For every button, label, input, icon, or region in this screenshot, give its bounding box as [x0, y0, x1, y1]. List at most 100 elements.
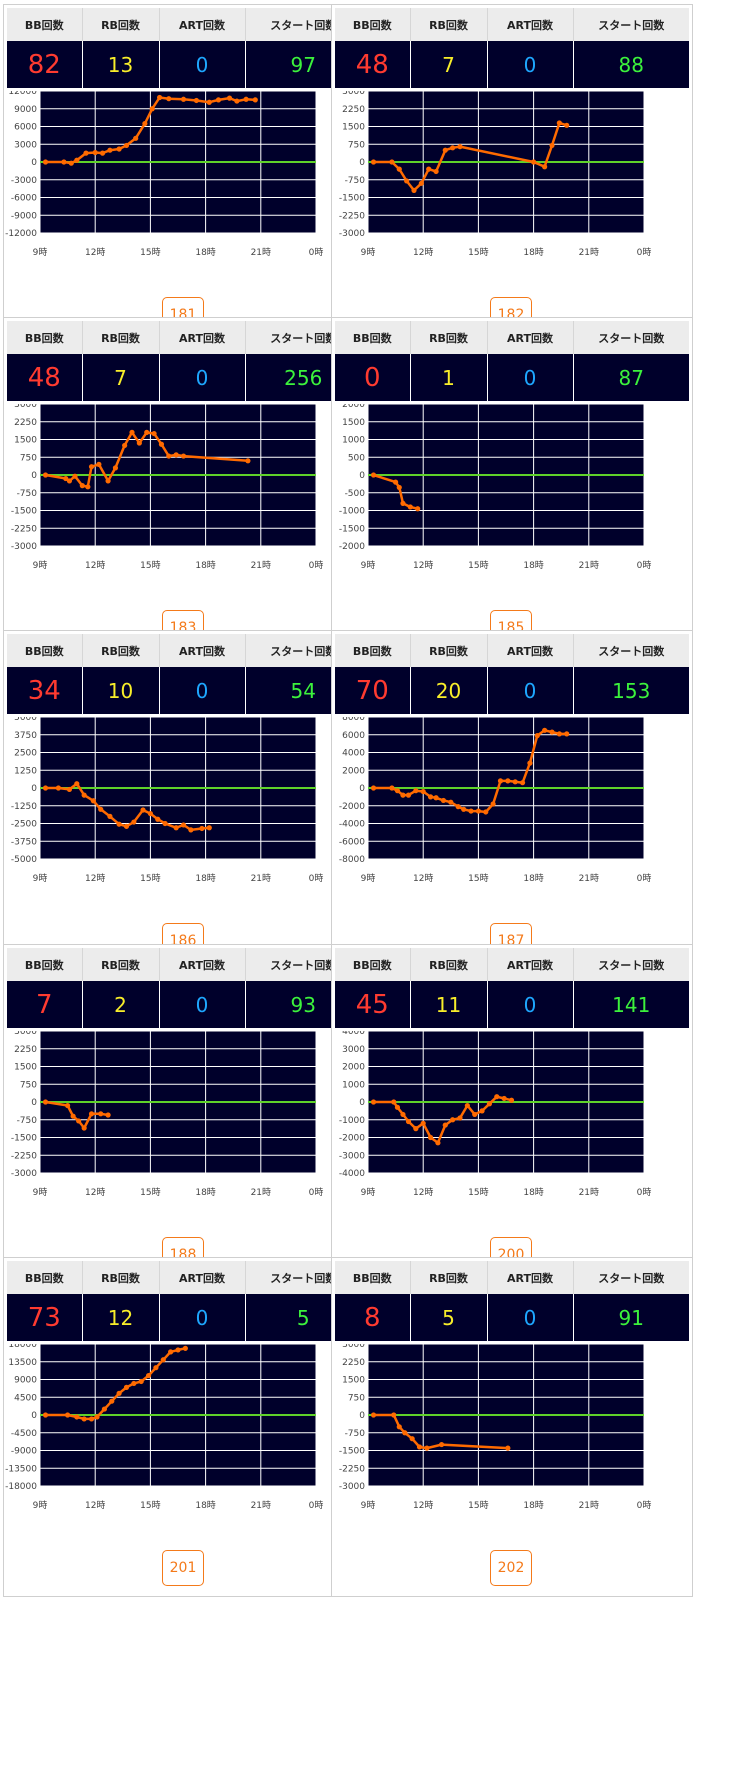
data-point	[175, 1347, 181, 1353]
x-tick-label: 9時	[361, 560, 376, 571]
y-tick-label: 3000	[342, 1344, 365, 1350]
data-point	[65, 1102, 71, 1109]
data-point	[74, 781, 80, 787]
slump-chart: 4000 3000 2000 1000 0 -1000 -2000 -3000 -4000 9時 1…	[339, 1031, 651, 1198]
x-tick-label: 21時	[251, 1187, 271, 1198]
y-tick-label: 1500	[14, 1063, 37, 1073]
x-tick-label: 12時	[413, 1500, 433, 1511]
series-line	[373, 121, 568, 192]
stats-value-row: 34 10 0 54	[7, 667, 361, 714]
y-tick-label: -1500	[339, 1447, 365, 1457]
x-tick-label: 0時	[637, 873, 652, 884]
y-tick-label: 4500	[14, 1393, 37, 1403]
y-tick-label: -13500	[5, 1464, 37, 1474]
data-point	[433, 795, 439, 801]
rb-header: RB回数	[409, 1261, 487, 1294]
stats-value-row: 48 7 0 256	[7, 354, 361, 401]
data-point	[370, 159, 377, 165]
data-point	[396, 166, 402, 172]
art-header: ART回数	[158, 321, 245, 354]
data-point	[393, 479, 399, 485]
start-count: 88	[572, 41, 689, 88]
data-point	[370, 1412, 377, 1418]
data-point	[160, 1357, 166, 1363]
stats-header-row: BB回数 RB回数 ART回数 スタート回数	[335, 8, 689, 41]
data-point	[450, 145, 456, 151]
bb-count: 34	[7, 667, 82, 714]
x-tick-label: 18時	[523, 873, 543, 884]
data-point	[542, 727, 548, 733]
data-point	[96, 461, 102, 467]
y-tick-label: -2000	[339, 1134, 365, 1144]
rb-count: 12	[81, 1294, 159, 1341]
machine-card: BB回数 RB回数 ART回数 スタート回数 34 10 0 54 186 50…	[3, 630, 365, 970]
data-point	[74, 1414, 80, 1420]
stats-header-row: BB回数 RB回数 ART回数 スタート回数	[7, 634, 361, 667]
bb-header: BB回数	[335, 8, 410, 41]
y-tick-label: 3000	[342, 91, 365, 97]
data-point	[391, 1412, 397, 1418]
data-point	[133, 135, 139, 141]
y-tick-label: 0	[359, 1098, 365, 1108]
data-point	[138, 1378, 144, 1385]
x-tick-label: 9時	[361, 1187, 376, 1198]
data-point	[505, 778, 511, 784]
rb-header: RB回数	[409, 8, 487, 41]
data-point	[65, 1412, 71, 1418]
bb-header: BB回数	[7, 321, 82, 354]
data-point	[455, 804, 461, 810]
data-point	[461, 806, 467, 812]
data-point	[549, 729, 555, 735]
data-point	[88, 464, 95, 470]
machine-number-button[interactable]: 202	[490, 1550, 532, 1586]
data-point	[534, 733, 540, 739]
start-count: 153	[572, 667, 689, 714]
bb-count: 7	[7, 981, 82, 1028]
machine-card: BB回数 RB回数 ART回数 スタート回数 48 7 0 88 182 300…	[331, 4, 693, 344]
start-count: 91	[572, 1294, 689, 1341]
data-point	[144, 429, 150, 435]
data-point	[149, 106, 155, 112]
x-tick-label: 15時	[140, 247, 160, 258]
y-tick-label: 1250	[14, 766, 37, 776]
art-count: 0	[158, 1294, 245, 1341]
data-point	[42, 1099, 49, 1105]
data-point	[88, 1111, 95, 1117]
slump-chart: 18000 13500 9000 4500 0 -4500 -9000 -13500 -1800…	[5, 1344, 323, 1511]
x-tick-label: 9時	[361, 1500, 376, 1511]
data-point	[420, 788, 426, 795]
x-tick-label: 18時	[195, 560, 215, 571]
data-point	[105, 478, 111, 484]
start-header: スタート回数	[572, 8, 689, 41]
data-point	[136, 440, 142, 446]
data-point	[396, 1424, 402, 1430]
data-point	[402, 1430, 408, 1436]
data-point	[413, 788, 419, 794]
data-point	[245, 458, 251, 464]
bb-header: BB回数	[7, 1261, 82, 1294]
data-point	[81, 1125, 87, 1131]
data-point	[418, 180, 424, 186]
bb-count: 48	[335, 41, 410, 88]
y-tick-label: -9000	[11, 1447, 37, 1457]
slump-chart: 3000 2250 1500 750 0 -750 -1500 -2250 -3000 9時 12時…	[11, 1031, 323, 1198]
data-point	[556, 120, 562, 126]
y-tick-label: -6000	[339, 837, 365, 847]
art-count: 0	[486, 354, 573, 401]
data-point	[505, 1445, 511, 1451]
bb-header: BB回数	[335, 321, 410, 354]
y-tick-label: 0	[31, 1411, 37, 1421]
y-tick-label: -4500	[11, 1429, 37, 1439]
data-point	[226, 95, 233, 101]
rb-count: 7	[81, 354, 159, 401]
x-tick-label: 12時	[413, 247, 433, 258]
machine-card: BB回数 RB回数 ART回数 スタート回数 73 12 0 5 201 180…	[3, 1257, 365, 1597]
data-point	[166, 96, 172, 102]
y-tick-label: 3000	[14, 140, 37, 150]
machine-card: BB回数 RB回数 ART回数 スタート回数 0 1 0 87 185 2000…	[331, 317, 693, 657]
x-tick-label: 15時	[468, 560, 488, 571]
y-tick-label: 2000	[342, 404, 365, 410]
machine-number-button[interactable]: 201	[162, 1550, 204, 1586]
data-point	[131, 1380, 137, 1387]
rb-header: RB回数	[409, 634, 487, 667]
